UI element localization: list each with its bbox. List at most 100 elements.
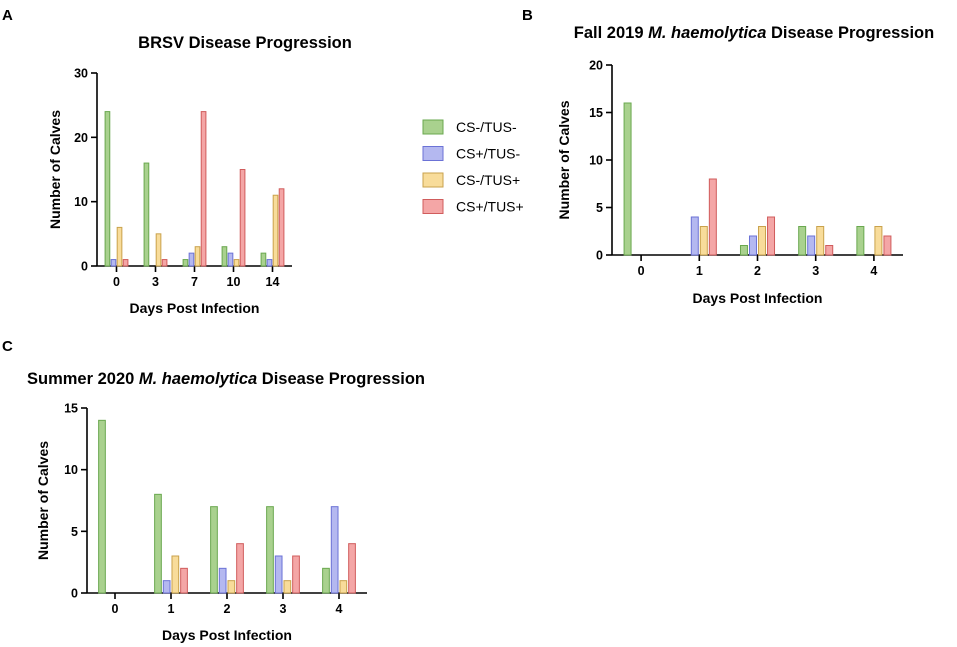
x-tick-label-b: 4 [870, 264, 877, 278]
bar-c-cstus-1 [162, 580, 171, 594]
bar-c-cstus-4 [339, 580, 348, 594]
bar-a-cstus-7 [200, 111, 207, 267]
y-tick-label-b: 5 [596, 201, 603, 215]
bar-a-cstus-7 [194, 246, 201, 267]
bar-a-cstus-3 [155, 233, 162, 267]
bar-b-cstus-3 [807, 235, 816, 256]
bar-b-cstus-3 [825, 245, 834, 256]
bar-a-cstus-7 [188, 252, 195, 267]
y-axis-label-b: Number of Calves [556, 100, 572, 219]
bar-c-cstus-4 [348, 543, 356, 594]
bar-a-cstus-10 [233, 259, 240, 267]
y-tick-label-b: 0 [596, 249, 603, 263]
legend-swatch [422, 172, 444, 188]
y-tick-label-b: 20 [589, 59, 603, 73]
x-tick-label-a: 0 [113, 275, 120, 289]
x-tick-label-a: 7 [191, 275, 198, 289]
chart-title-b-prefix: Fall 2019 [574, 24, 648, 42]
bar-a-cstus-10 [227, 252, 234, 267]
legend: CS-/TUS- CS+/TUS- CS-/TUS+ CS+/TUS+ [422, 119, 524, 215]
bar-b-cstus-1 [708, 178, 717, 256]
legend-label: CS+/TUS+ [456, 199, 524, 215]
x-tick-label-a: 10 [227, 275, 241, 289]
x-tick-label-b: 3 [812, 264, 819, 278]
bar-a-cstus-14 [278, 188, 285, 267]
chart-title-b: Fall 2019 M. haemolytica Disease Progres… [574, 24, 934, 42]
bar-a-cstus-3 [143, 162, 150, 267]
y-tick-label-a: 30 [74, 67, 88, 81]
legend-swatch [422, 119, 444, 135]
bar-a-cstus-10 [221, 246, 228, 267]
bar-a-cstus-3 [161, 259, 168, 267]
bar-a-cstus-14 [272, 194, 279, 267]
bar-c-cstus-3 [266, 506, 274, 594]
bar-b-cstus-4 [856, 226, 865, 256]
x-tick-label-c: 3 [280, 602, 287, 616]
panel-label-c: C [2, 338, 13, 355]
chart-title-b-italic: M. haemolytica [648, 24, 766, 42]
legend-swatch [422, 199, 444, 214]
bar-c-cstus-3 [283, 580, 292, 594]
bar-b-cstus-1 [690, 216, 699, 256]
chart-title-c-suffix: Disease Progression [257, 370, 425, 388]
bar-c-cstus-3 [274, 555, 283, 594]
x-axis-label-c: Days Post Infection [162, 627, 292, 643]
bar-c-cstus-2 [236, 543, 244, 594]
bar-c-cstus-2 [227, 580, 236, 594]
chart-b: 0 5 10 15 20 0 1 2 3 4 Days Post Infection Number o… [556, 59, 903, 306]
x-tick-label-c: 0 [112, 602, 119, 616]
chart-title-c: Summer 2020 M. haemolytica Disease Progr… [27, 370, 425, 388]
bar-c-cstus-2 [210, 506, 218, 594]
x-axis-label-a: Days Post Infection [130, 300, 260, 316]
bar-a-cstus-0 [104, 111, 111, 267]
bar-c-cstus-0 [98, 419, 106, 594]
legend-label: CS-/TUS+ [456, 172, 520, 188]
bar-a-cstus-0 [110, 259, 117, 267]
bar-b-cstus-3 [798, 226, 807, 256]
legend-swatch [422, 146, 444, 161]
x-axis-label-b: Days Post Infection [693, 290, 823, 306]
bar-a-cstus-0 [122, 259, 129, 267]
bar-a-cstus-0 [116, 226, 123, 267]
bar-a-cstus-14 [260, 252, 267, 267]
y-tick-label-a: 10 [74, 195, 88, 209]
chart-title-b-suffix: Disease Progression [766, 24, 934, 42]
chart-title-c-italic: M. haemolytica [139, 370, 257, 388]
bar-b-cstus-4 [874, 226, 883, 256]
chart-a: 0 10 20 30 0 3 7 10 14 Days Post Infection Number … [47, 67, 292, 316]
bar-b-cstus-3 [816, 226, 825, 256]
y-tick-label-c: 0 [71, 587, 78, 601]
y-tick-label-c: 5 [71, 525, 78, 539]
bar-a-cstus-7 [182, 259, 189, 267]
bar-c-cstus-3 [292, 555, 300, 594]
bar-c-cstus-2 [218, 567, 227, 594]
bar-b-cstus-1 [699, 226, 708, 256]
y-tick-label-c: 15 [64, 402, 78, 416]
y-axis-label-a: Number of Calves [47, 110, 63, 229]
chart-title-a: BRSV Disease Progression [138, 34, 352, 52]
y-axis-label-c: Number of Calves [35, 441, 51, 560]
bar-b-cstus-2 [767, 216, 776, 256]
bar-c-cstus-4 [330, 506, 339, 594]
x-tick-label-c: 2 [224, 602, 231, 616]
legend-label: CS-/TUS- [456, 119, 517, 135]
bar-c-cstus-4 [322, 567, 330, 594]
x-tick-label-b: 0 [638, 264, 645, 278]
legend-label: CS+/TUS- [456, 146, 521, 162]
chart-title-c-prefix: Summer 2020 [27, 370, 139, 388]
x-tick-label-b: 2 [754, 264, 761, 278]
bar-a-cstus-14 [266, 259, 273, 267]
panel-label-a: A [2, 7, 13, 24]
x-tick-label-a: 14 [266, 275, 280, 289]
x-tick-label-c: 1 [168, 602, 175, 616]
bar-c-cstus-1 [154, 493, 162, 594]
y-tick-label-a: 20 [74, 131, 88, 145]
y-tick-label-a: 0 [81, 260, 88, 274]
y-tick-label-c: 10 [64, 463, 78, 477]
bar-b-cstus-2 [748, 235, 757, 256]
x-tick-label-c: 4 [336, 602, 343, 616]
bar-b-cstus-2 [739, 245, 748, 256]
bar-b-cstus-4 [883, 235, 892, 256]
bar-a-cstus-10 [239, 169, 246, 267]
